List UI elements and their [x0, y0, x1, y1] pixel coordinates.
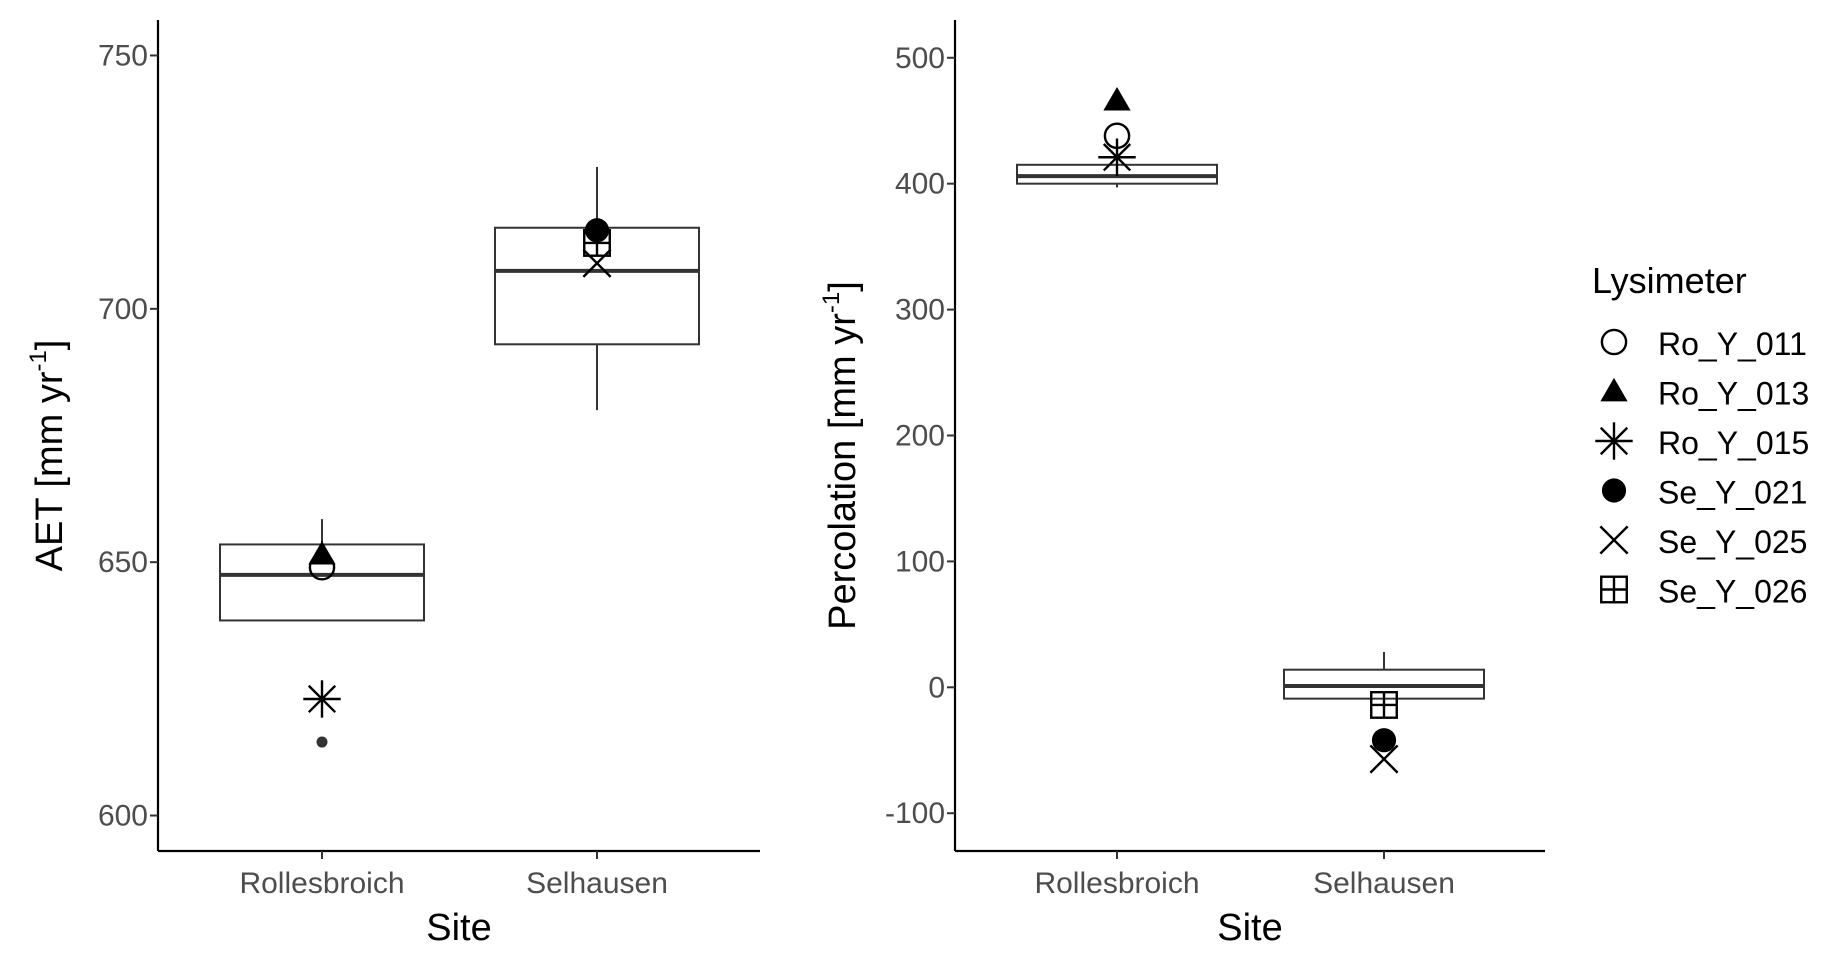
- legend: Lysimeter Ro_Y_011 Ro_Y_013 Ro_Y_015 Se_Y_02…: [1592, 260, 1809, 610]
- outlier-point: [316, 736, 328, 748]
- y-tick-label: 300: [895, 294, 945, 327]
- boxed-plus-icon: [1600, 575, 1628, 604]
- y-tick-label: 0: [928, 671, 945, 704]
- y-tick-label: 700: [98, 293, 148, 326]
- legend-label: Ro_Y_015: [1658, 425, 1809, 461]
- panel-1: 600 650 700 750 Rollesbroich Selhausen Site AET…: [25, 20, 760, 949]
- point-se-y-025: [1369, 744, 1399, 774]
- legend-item-se-y-021: Se_Y_021: [1601, 475, 1807, 511]
- x-tick-label: Selhausen: [1313, 867, 1455, 900]
- box-selhausen: [494, 166, 700, 411]
- point-ro-y-013: [1103, 86, 1131, 111]
- legend-label: Se_Y_026: [1658, 574, 1807, 610]
- point-se-y-026: [583, 228, 611, 257]
- cross-icon: [1599, 525, 1629, 555]
- legend-label: Ro_Y_011: [1658, 326, 1807, 362]
- legend-item-ro-y-015: Ro_Y_015: [1595, 422, 1809, 461]
- asterisk-icon: [1595, 422, 1633, 460]
- filled-circle-icon: [1601, 478, 1627, 503]
- legend-label: Ro_Y_013: [1658, 376, 1809, 412]
- x-axis-title: Site: [1217, 907, 1282, 949]
- legend-item-ro-y-011: Ro_Y_011: [1600, 326, 1807, 362]
- x-tick-label: Selhausen: [526, 867, 668, 900]
- point-se-y-025: [582, 248, 612, 278]
- x-tick-label: Rollesbroich: [239, 867, 404, 900]
- point-ro-y-015: [1098, 138, 1136, 176]
- y-tick-label: 400: [895, 168, 945, 201]
- legend-item-se-y-026: Se_Y_026: [1600, 574, 1807, 610]
- filled-triangle-icon: [1600, 377, 1628, 402]
- y-tick-label: 200: [895, 420, 945, 453]
- point-se-y-026: [1370, 690, 1398, 719]
- panel-2: -100 0 100 200 300 400 500 Rollesbroich Selhause…: [818, 20, 1545, 949]
- point-se-y-021: [1371, 728, 1397, 753]
- legend-item-se-y-025: Se_Y_025: [1599, 524, 1807, 560]
- open-circle-icon: [1600, 328, 1628, 356]
- legend-item-ro-y-013: Ro_Y_013: [1600, 376, 1809, 412]
- y-tick-label: 750: [98, 39, 148, 72]
- y-tick-label: 100: [895, 545, 945, 578]
- y-tick-label: 650: [98, 546, 148, 579]
- y-axis-title: AET [mm yr-1]: [25, 340, 71, 572]
- point-ro-y-013: [308, 540, 336, 565]
- x-tick-label: Rollesbroich: [1034, 867, 1199, 900]
- x-axis-title: Site: [426, 907, 491, 949]
- y-axis-title: Percolation [mm yr-1]: [818, 281, 864, 630]
- y-tick-label: -100: [885, 797, 945, 830]
- y-tick-label: 500: [895, 42, 945, 75]
- y-tick-label: 600: [98, 800, 148, 833]
- legend-label: Se_Y_021: [1658, 475, 1807, 511]
- legend-title: Lysimeter: [1592, 260, 1747, 301]
- legend-label: Se_Y_025: [1658, 524, 1807, 560]
- point-ro-y-015: [303, 680, 341, 718]
